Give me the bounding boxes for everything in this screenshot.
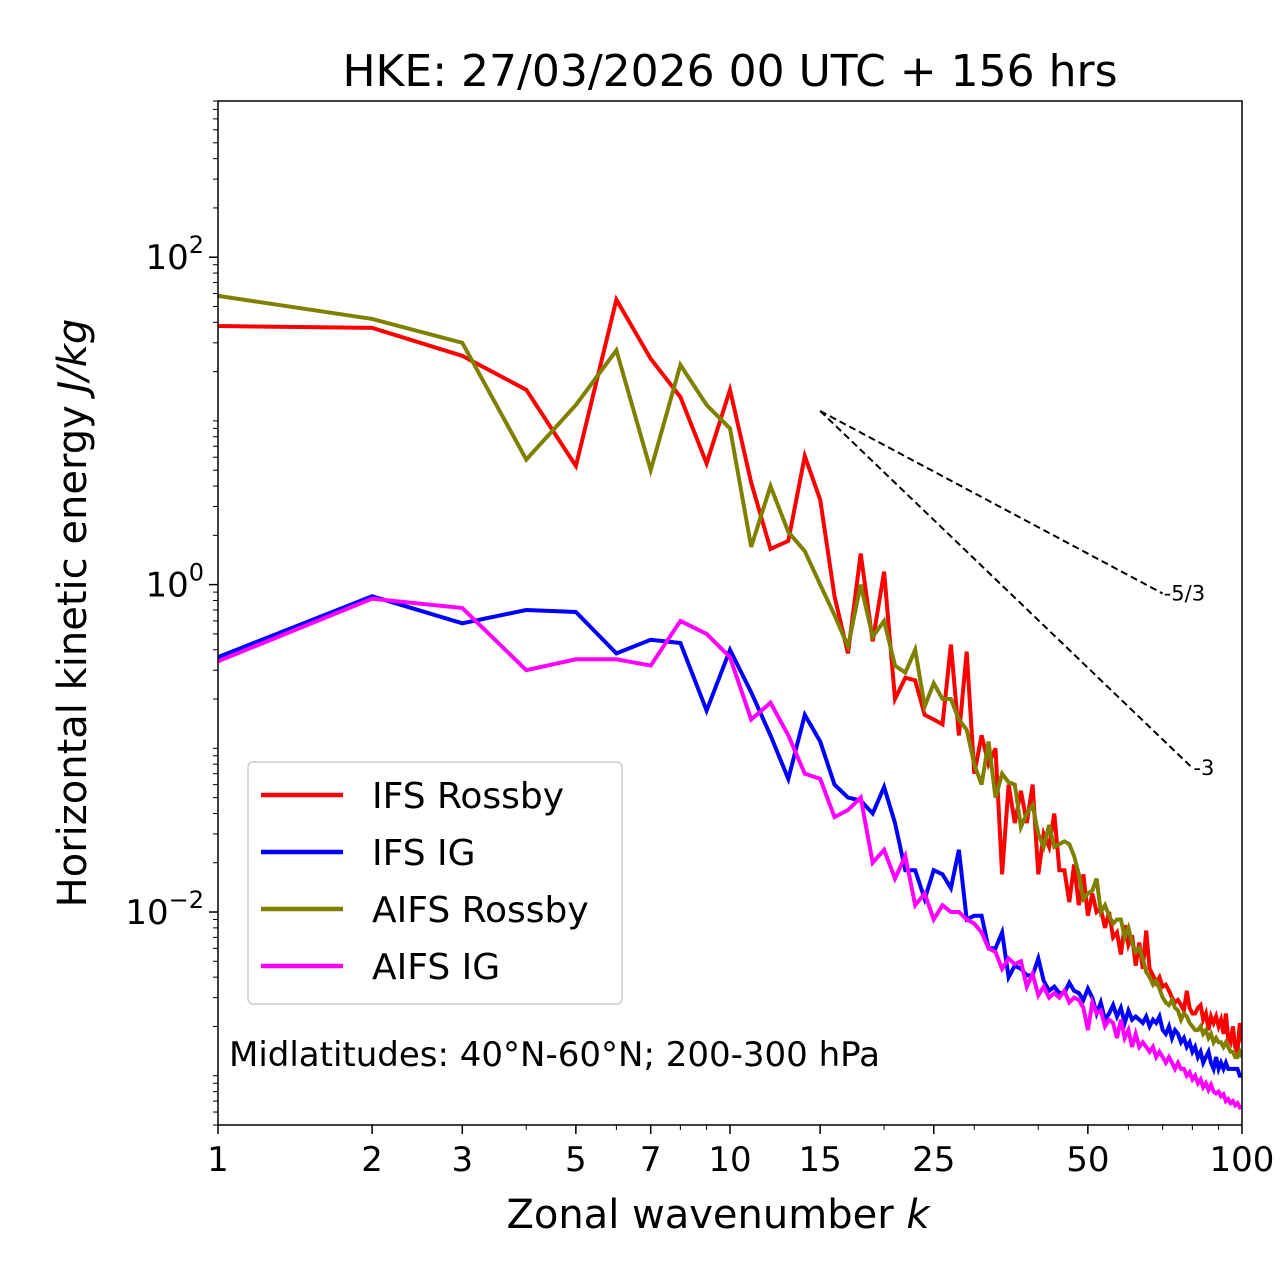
plot-frame (217, 100, 1243, 1126)
x-tick-label: 50 (1066, 1140, 1109, 1180)
legend-box (247, 761, 623, 1005)
series-line-aifs-rossby (218, 293, 1242, 1060)
y-axis-label-unit: J/kg (50, 319, 96, 400)
y-tick-exponent: 2 (189, 231, 204, 259)
x-tick-label: 3 (451, 1140, 473, 1180)
reference-line-label: -3 (1193, 756, 1214, 780)
y-tick-label: 10−2 (125, 886, 204, 933)
series-line-ifs-ig (218, 594, 1242, 1078)
reference-line (819, 410, 1164, 595)
x-tick-label: 10 (708, 1140, 751, 1180)
y-tick-exponent: −2 (169, 886, 204, 914)
y-axis-label-text: Horizontal kinetic energy (50, 405, 96, 907)
x-tick-label: 1 (207, 1140, 229, 1180)
legend-label: IFS IG (372, 833, 476, 874)
y-tick-label: 102 (145, 231, 204, 278)
legend-label: IFS Rossby (372, 776, 564, 817)
series-line-ifs-rossby (218, 294, 1242, 1060)
series-layer (218, 293, 1242, 1111)
reference-lines: -5/3 -3 (819, 410, 1214, 780)
y-tick-base: 10 (145, 566, 188, 606)
x-tick-label: 7 (640, 1140, 662, 1180)
x-tick-label: 15 (799, 1140, 842, 1180)
legend-label: AIFS IG (372, 947, 500, 988)
x-tick-label: 2 (361, 1140, 383, 1180)
y-axis-label: Horizontal kinetic energy J/kg (50, 319, 96, 908)
y-tick-base: 10 (145, 238, 188, 278)
reference-line (819, 410, 1194, 769)
legend: IFS Rossby IFS IG AIFS Rossby AIFS IG (247, 761, 623, 1005)
x-axis-label-text: Zonal wavenumber (506, 1192, 894, 1238)
series-line-aifs-ig (218, 596, 1242, 1111)
y-tick-exponent: 0 (189, 559, 204, 587)
x-tick-label: 25 (912, 1140, 955, 1180)
x-axis-label: Zonal wavenumber k (506, 1192, 931, 1238)
chart-title: HKE: 27/03/2026 00 UTC + 156 hrs (342, 46, 1117, 97)
x-tick-label: 5 (565, 1140, 587, 1180)
legend-label: AIFS Rossby (372, 890, 589, 931)
x-axis-label-var: k (906, 1192, 931, 1238)
x-tick-label: 100 (1210, 1140, 1275, 1180)
reference-line-label: -5/3 (1164, 582, 1205, 606)
y-tick-label: 100 (145, 559, 204, 606)
region-annotation: Midlatitudes: 40°N-60°N; 200-300 hPa (229, 1035, 880, 1075)
axis-ticks (209, 100, 1243, 1134)
x-tick-labels: 1 2 3 5 7 10 15 25 50 100 (207, 1140, 1274, 1180)
y-tick-base: 10 (125, 893, 168, 933)
